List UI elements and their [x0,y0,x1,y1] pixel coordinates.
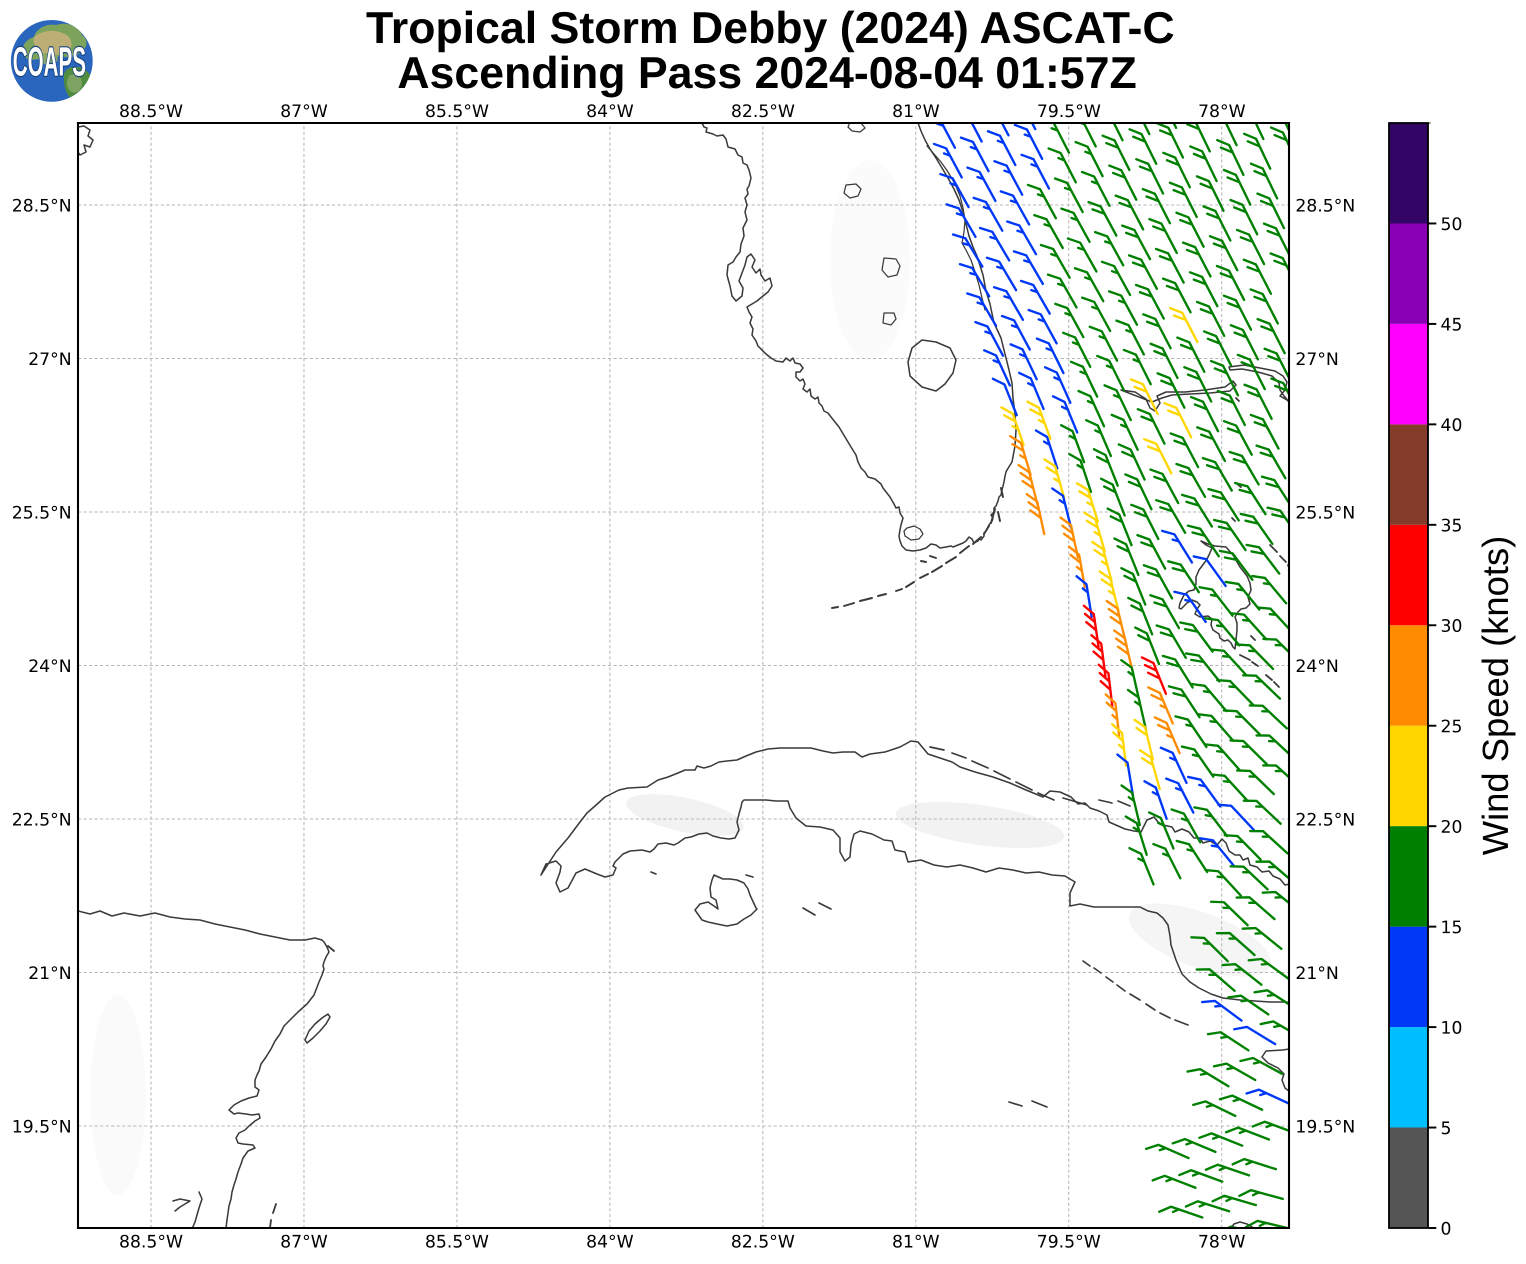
svg-text:COAPS: COAPS [13,39,86,84]
